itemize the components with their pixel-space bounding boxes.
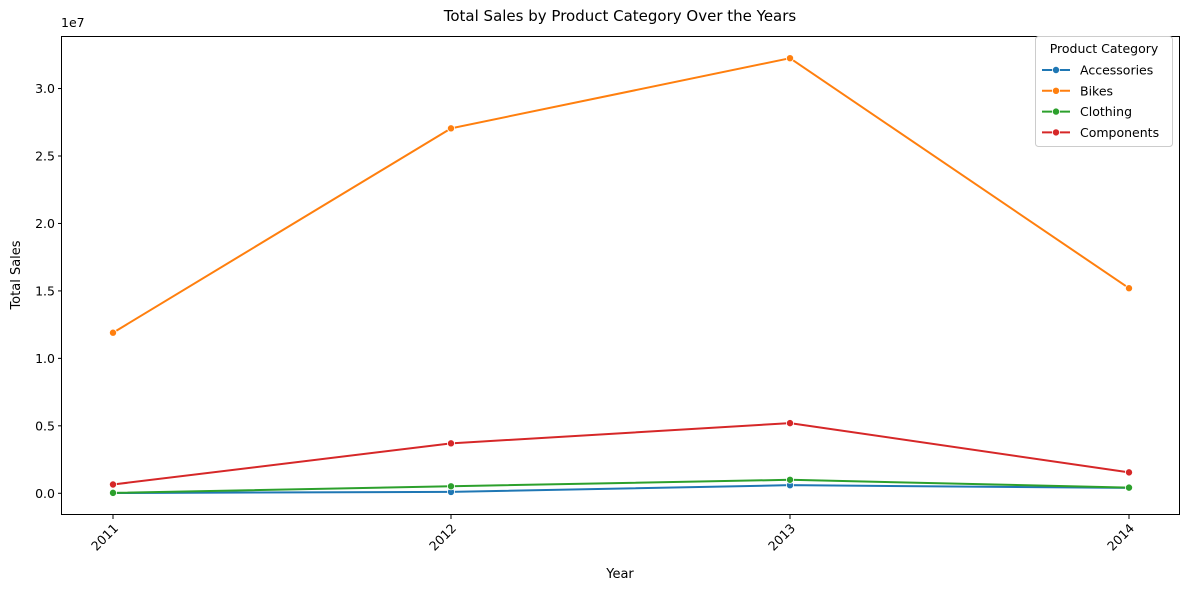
legend-swatch-marker — [1052, 86, 1061, 95]
y-tick-label: 0.0 — [35, 486, 55, 501]
x-tick-label: 2014 — [1104, 520, 1137, 553]
series-layer — [109, 54, 1134, 498]
legend-label: Bikes — [1080, 83, 1113, 98]
x-tick-label: 2013 — [765, 521, 798, 554]
y-tick-label: 1.5 — [35, 283, 55, 298]
y-offset-label: 1e7 — [61, 15, 85, 30]
data-point-components — [786, 419, 795, 428]
data-point-clothing — [786, 475, 795, 484]
x-axis-label: Year — [605, 567, 634, 582]
legend-label: Clothing — [1080, 104, 1132, 119]
series-line-accessories — [112, 484, 1130, 495]
data-point-clothing — [1125, 483, 1134, 492]
legend: Product Category Accessories Bikes Clothin… — [1035, 36, 1173, 147]
data-point-components — [1125, 468, 1134, 477]
legend-item-clothing: Clothing — [1042, 104, 1132, 119]
y-tick-label: 1.0 — [35, 351, 55, 366]
legend-item-accessories: Accessories — [1042, 63, 1153, 78]
legend-swatch-marker — [1052, 107, 1061, 116]
legend-swatch-marker — [1052, 66, 1061, 75]
legend-swatch-marker — [1052, 128, 1061, 137]
series-line-bikes — [112, 57, 1130, 334]
x-tick-label: 2012 — [426, 521, 459, 554]
y-tick-label: 0.5 — [35, 418, 55, 433]
series-components — [109, 419, 1134, 489]
y-tick-label: 3.0 — [35, 81, 55, 96]
series-line-components — [112, 422, 1130, 486]
legend-box — [1035, 36, 1173, 147]
legend-label: Components — [1080, 125, 1159, 140]
series-clothing — [109, 475, 1134, 497]
x-axis: 2011 2012 2013 2014 — [88, 515, 1137, 554]
data-point-components — [109, 480, 118, 489]
data-point-bikes — [1125, 284, 1134, 293]
legend-item-components: Components — [1042, 125, 1159, 140]
data-point-bikes — [109, 328, 118, 337]
chart-title: Total Sales by Product Category Over the… — [443, 7, 797, 25]
series-bikes — [109, 54, 1134, 337]
series-line-clothing — [112, 478, 1130, 494]
data-point-bikes — [446, 124, 455, 133]
legend-items: Accessories Bikes Clothing Components — [1042, 63, 1159, 140]
y-axis-label: Total Sales — [9, 240, 24, 310]
y-axis: 0.0 0.5 1.0 1.5 2.0 2.5 3.0 — [35, 81, 62, 501]
data-point-bikes — [786, 54, 795, 63]
data-point-components — [446, 439, 455, 448]
y-tick-label: 2.0 — [35, 216, 55, 231]
y-tick-label: 2.5 — [35, 148, 55, 163]
legend-label: Accessories — [1080, 63, 1153, 78]
x-tick-label: 2011 — [88, 521, 121, 554]
legend-title: Product Category — [1050, 41, 1159, 56]
data-point-clothing — [109, 488, 118, 497]
legend-item-bikes: Bikes — [1042, 83, 1113, 98]
plot-frame — [61, 36, 1180, 515]
data-point-clothing — [446, 482, 455, 491]
